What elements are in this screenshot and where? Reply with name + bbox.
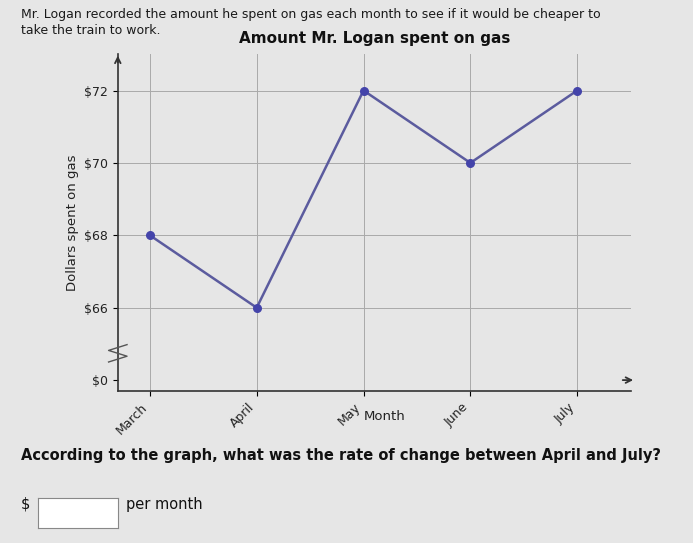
Text: per month: per month xyxy=(126,497,203,512)
Text: Month: Month xyxy=(364,410,405,423)
Title: Amount Mr. Logan spent on gas: Amount Mr. Logan spent on gas xyxy=(238,31,510,46)
Point xyxy=(358,86,369,95)
Point xyxy=(144,231,155,239)
Point xyxy=(465,159,476,167)
Y-axis label: Dollars spent on gas: Dollars spent on gas xyxy=(66,154,78,291)
Text: Mr. Logan recorded the amount he spent on gas each month to see if it would be c: Mr. Logan recorded the amount he spent o… xyxy=(21,8,600,21)
Text: According to the graph, what was the rate of change between April and July?: According to the graph, what was the rat… xyxy=(21,448,661,463)
Point xyxy=(572,86,583,95)
Text: $: $ xyxy=(21,497,30,512)
Text: take the train to work.: take the train to work. xyxy=(21,24,160,37)
Point xyxy=(251,304,262,312)
